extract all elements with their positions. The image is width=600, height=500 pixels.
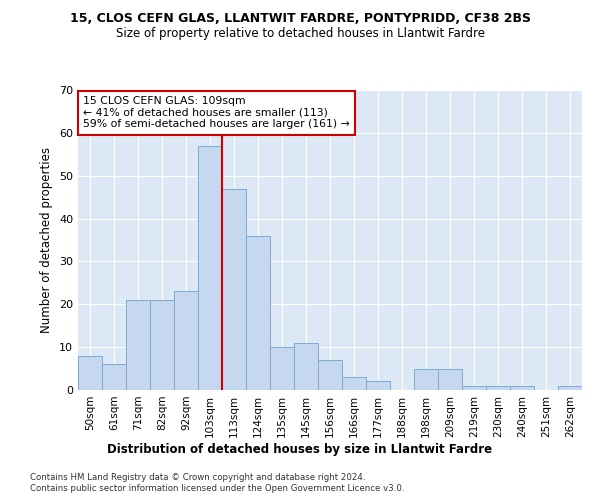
Bar [366, 382, 390, 390]
Text: Contains HM Land Registry data © Crown copyright and database right 2024.: Contains HM Land Registry data © Crown c… [30, 472, 365, 482]
Bar [438, 368, 462, 390]
Bar [486, 386, 510, 390]
Bar [414, 368, 438, 390]
Bar [126, 300, 150, 390]
Bar [558, 386, 582, 390]
Bar [78, 356, 102, 390]
Text: Contains public sector information licensed under the Open Government Licence v3: Contains public sector information licen… [30, 484, 404, 493]
Text: 15, CLOS CEFN GLAS, LLANTWIT FARDRE, PONTYPRIDD, CF38 2BS: 15, CLOS CEFN GLAS, LLANTWIT FARDRE, PON… [70, 12, 530, 26]
Bar [318, 360, 342, 390]
Bar [270, 347, 294, 390]
Bar [294, 343, 318, 390]
Y-axis label: Number of detached properties: Number of detached properties [40, 147, 53, 333]
Bar [462, 386, 486, 390]
Bar [102, 364, 126, 390]
Bar [510, 386, 534, 390]
Bar [342, 377, 366, 390]
Text: Size of property relative to detached houses in Llantwit Fardre: Size of property relative to detached ho… [115, 28, 485, 40]
Bar [174, 292, 198, 390]
Bar [150, 300, 174, 390]
Bar [246, 236, 270, 390]
Text: Distribution of detached houses by size in Llantwit Fardre: Distribution of detached houses by size … [107, 442, 493, 456]
Bar [222, 188, 246, 390]
Text: 15 CLOS CEFN GLAS: 109sqm
← 41% of detached houses are smaller (113)
59% of semi: 15 CLOS CEFN GLAS: 109sqm ← 41% of detac… [83, 96, 350, 129]
Bar [198, 146, 222, 390]
